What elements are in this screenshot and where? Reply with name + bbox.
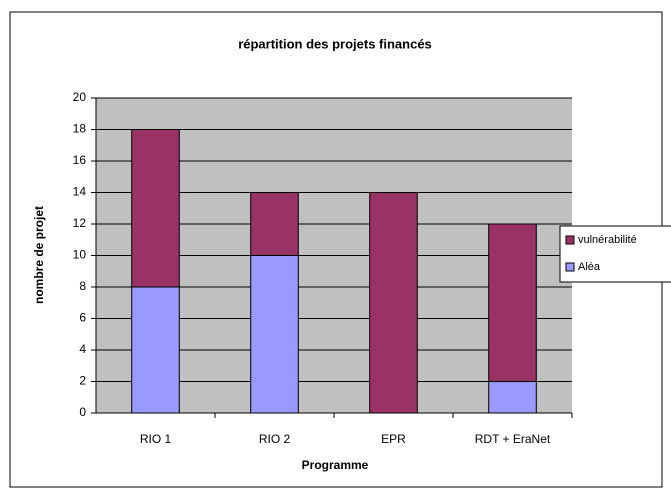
bar xyxy=(131,129,180,288)
bar xyxy=(488,223,537,382)
x-axis-label: Programme xyxy=(302,458,369,472)
legend-box xyxy=(559,225,671,283)
legend-label: vulnérabilité xyxy=(578,234,637,246)
x-tick-label: EPR xyxy=(381,432,406,446)
y-tick-label: 6 xyxy=(79,311,86,325)
y-tick-label: 8 xyxy=(79,279,86,293)
bar xyxy=(369,192,418,414)
bar xyxy=(131,286,180,414)
y-tick-label: 0 xyxy=(79,405,86,419)
y-axis-label: nombre de projet xyxy=(32,206,46,304)
y-tick-label: 18 xyxy=(73,122,87,136)
y-tick-label: 14 xyxy=(73,185,87,199)
bar xyxy=(250,192,299,256)
bar xyxy=(250,255,299,414)
y-tick-label: 12 xyxy=(73,216,87,230)
x-tick-label: RIO 2 xyxy=(259,432,291,446)
y-tick-label: 4 xyxy=(79,342,86,356)
x-tick-label: RDT + EraNet xyxy=(475,432,551,446)
y-tick-label: 10 xyxy=(73,248,87,262)
legend-label: Aléa xyxy=(578,261,601,273)
y-tick-label: 2 xyxy=(79,374,86,388)
x-tick-label: RIO 1 xyxy=(140,432,172,446)
bar xyxy=(488,381,537,414)
chart-title: répartition des projets financés xyxy=(238,36,432,51)
legend-swatch xyxy=(565,262,575,272)
y-tick-label: 16 xyxy=(73,153,87,167)
legend-swatch xyxy=(565,235,575,245)
y-tick-label: 20 xyxy=(73,90,87,104)
